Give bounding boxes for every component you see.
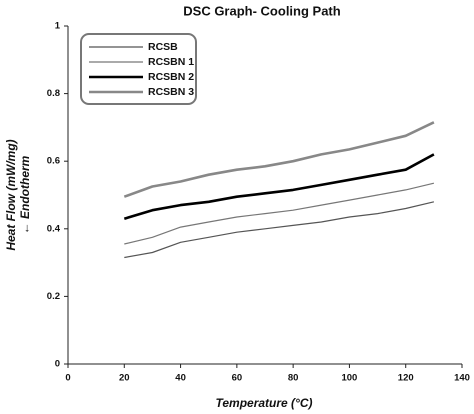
legend-label: RCSB [148, 41, 178, 53]
legend-label: RCSBN 3 [148, 86, 194, 98]
x-tick-label: 140 [454, 373, 470, 384]
legend-label: RCSBN 2 [148, 71, 194, 83]
legend-label: RCSBN 1 [148, 56, 194, 68]
y-tick-label: 0.2 [47, 291, 60, 302]
series-line [124, 182, 435, 245]
x-tick-label: 80 [288, 373, 299, 384]
series-line [123, 153, 435, 220]
x-tick-label: 60 [232, 373, 243, 384]
y-tick-label: 1 [55, 21, 61, 32]
series-line [124, 201, 435, 259]
y-tick-label: 0 [55, 359, 60, 370]
legend-box [80, 33, 197, 105]
y-tick-label: 0.4 [47, 223, 61, 234]
y-tick-label: 0.8 [47, 88, 60, 99]
y-axis-label: Heat Flow (mW/mg) [4, 139, 18, 250]
series-line [123, 121, 435, 198]
x-tick-label: 20 [119, 373, 130, 384]
x-tick-label: 40 [175, 373, 186, 384]
x-tick-label: 100 [341, 373, 357, 384]
x-tick-label: 0 [65, 373, 70, 384]
x-axis-label: Temperature (°C) [215, 396, 312, 410]
x-tick-label: 120 [398, 373, 414, 384]
chart-title: DSC Graph- Cooling Path [183, 3, 341, 18]
y-axis-label: ← Endotherm [18, 155, 32, 234]
y-tick-label: 0.6 [47, 156, 60, 167]
